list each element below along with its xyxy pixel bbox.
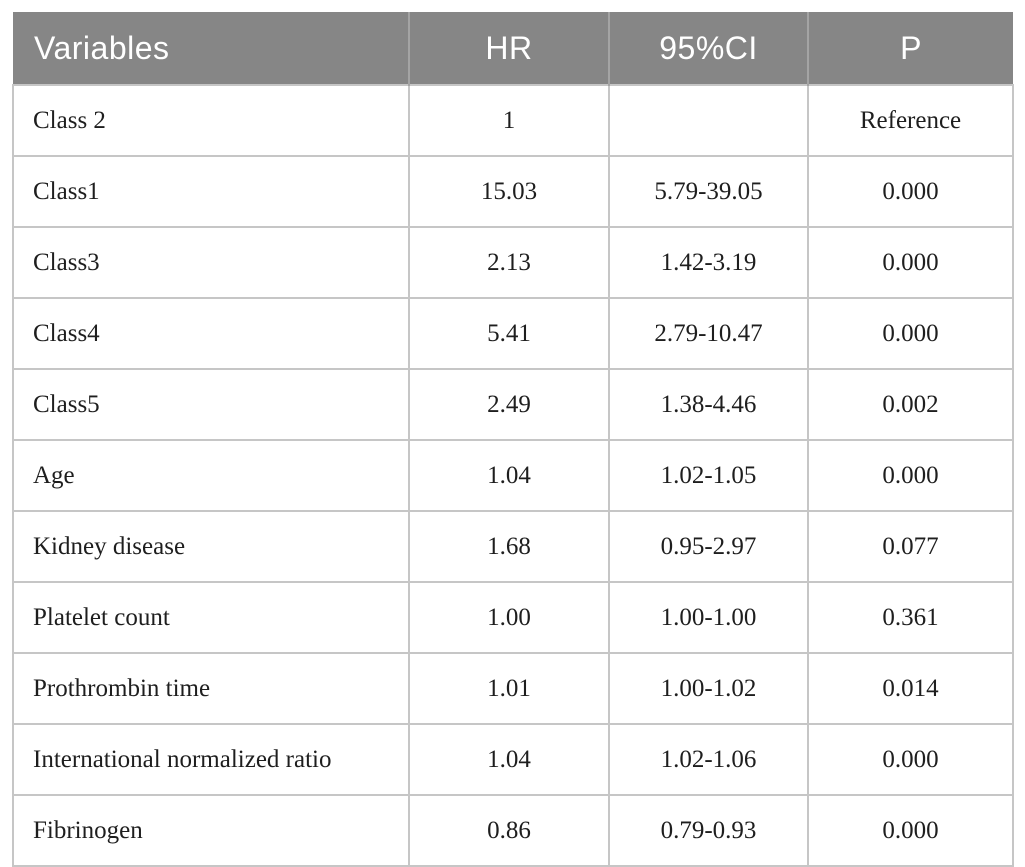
cell-hr: 15.03 — [408, 155, 610, 228]
cell-variable: Prothrombin time — [12, 652, 410, 725]
results-table-container: Variables HR 95%CI P Class 2 1 Reference Cl… — [12, 12, 1014, 867]
table-row: Prothrombin time 1.01 1.00-1.02 0.014 — [12, 652, 1014, 725]
cell-p: 0.000 — [807, 794, 1014, 867]
cell-p: 0.077 — [807, 510, 1014, 583]
results-table: Variables HR 95%CI P Class 2 1 Reference Cl… — [12, 12, 1014, 867]
cell-p: 0.000 — [807, 297, 1014, 370]
cell-p: 0.000 — [807, 439, 1014, 512]
table-row: Platelet count 1.00 1.00-1.00 0.361 — [12, 581, 1014, 654]
table-row: International normalized ratio 1.04 1.02-1… — [12, 723, 1014, 796]
header-row: Variables HR 95%CI P — [13, 12, 1013, 85]
cell-hr: 0.86 — [408, 794, 610, 867]
cell-variable: Class 2 — [12, 84, 410, 157]
cell-ci: 1.02-1.05 — [608, 439, 809, 512]
cell-hr: 5.41 — [408, 297, 610, 370]
cell-ci — [608, 84, 809, 157]
cell-hr: 2.49 — [408, 368, 610, 441]
cell-hr: 2.13 — [408, 226, 610, 299]
cell-hr: 1 — [408, 84, 610, 157]
cell-variable: Class3 — [12, 226, 410, 299]
cell-ci: 1.42-3.19 — [608, 226, 809, 299]
table-row: Class 2 1 Reference — [12, 84, 1014, 157]
cell-ci: 1.00-1.00 — [608, 581, 809, 654]
table-row: Age 1.04 1.02-1.05 0.000 — [12, 439, 1014, 512]
column-header-95ci: 95%CI — [608, 12, 808, 85]
cell-variable: International normalized ratio — [12, 723, 410, 796]
column-header-variables: Variables — [13, 12, 409, 85]
cell-hr: 1.04 — [408, 723, 610, 796]
table-row: Class5 2.49 1.38-4.46 0.002 — [12, 368, 1014, 441]
cell-variable: Fibrinogen — [12, 794, 410, 867]
cell-p: 0.361 — [807, 581, 1014, 654]
cell-p: 0.000 — [807, 226, 1014, 299]
cell-variable: Class5 — [12, 368, 410, 441]
table-header: Variables HR 95%CI P — [13, 12, 1013, 85]
cell-hr: 1.68 — [408, 510, 610, 583]
cell-variable: Kidney disease — [12, 510, 410, 583]
cell-hr: 1.00 — [408, 581, 610, 654]
cell-p: 0.014 — [807, 652, 1014, 725]
column-header-hr: HR — [408, 12, 609, 85]
column-header-p: P — [807, 12, 1013, 85]
cell-variable: Class1 — [12, 155, 410, 228]
cell-hr: 1.01 — [408, 652, 610, 725]
table-row: Class1 15.03 5.79-39.05 0.000 — [12, 155, 1014, 228]
table-row: Kidney disease 1.68 0.95-2.97 0.077 — [12, 510, 1014, 583]
cell-ci: 0.95-2.97 — [608, 510, 809, 583]
cell-p: 0.000 — [807, 723, 1014, 796]
table-row: Fibrinogen 0.86 0.79-0.93 0.000 — [12, 794, 1014, 867]
cell-hr: 1.04 — [408, 439, 610, 512]
cell-p: Reference — [807, 84, 1014, 157]
cell-ci: 0.79-0.93 — [608, 794, 809, 867]
cell-ci: 5.79-39.05 — [608, 155, 809, 228]
cell-variable: Platelet count — [12, 581, 410, 654]
cell-variable: Class4 — [12, 297, 410, 370]
table-body: Class 2 1 Reference Class1 15.03 5.79-39.05 0.… — [12, 84, 1014, 867]
cell-ci: 1.00-1.02 — [608, 652, 809, 725]
table-row: Class3 2.13 1.42-3.19 0.000 — [12, 226, 1014, 299]
cell-ci: 1.38-4.46 — [608, 368, 809, 441]
cell-p: 0.000 — [807, 155, 1014, 228]
cell-variable: Age — [12, 439, 410, 512]
table-row: Class4 5.41 2.79-10.47 0.000 — [12, 297, 1014, 370]
cell-ci: 2.79-10.47 — [608, 297, 809, 370]
cell-p: 0.002 — [807, 368, 1014, 441]
cell-ci: 1.02-1.06 — [608, 723, 809, 796]
